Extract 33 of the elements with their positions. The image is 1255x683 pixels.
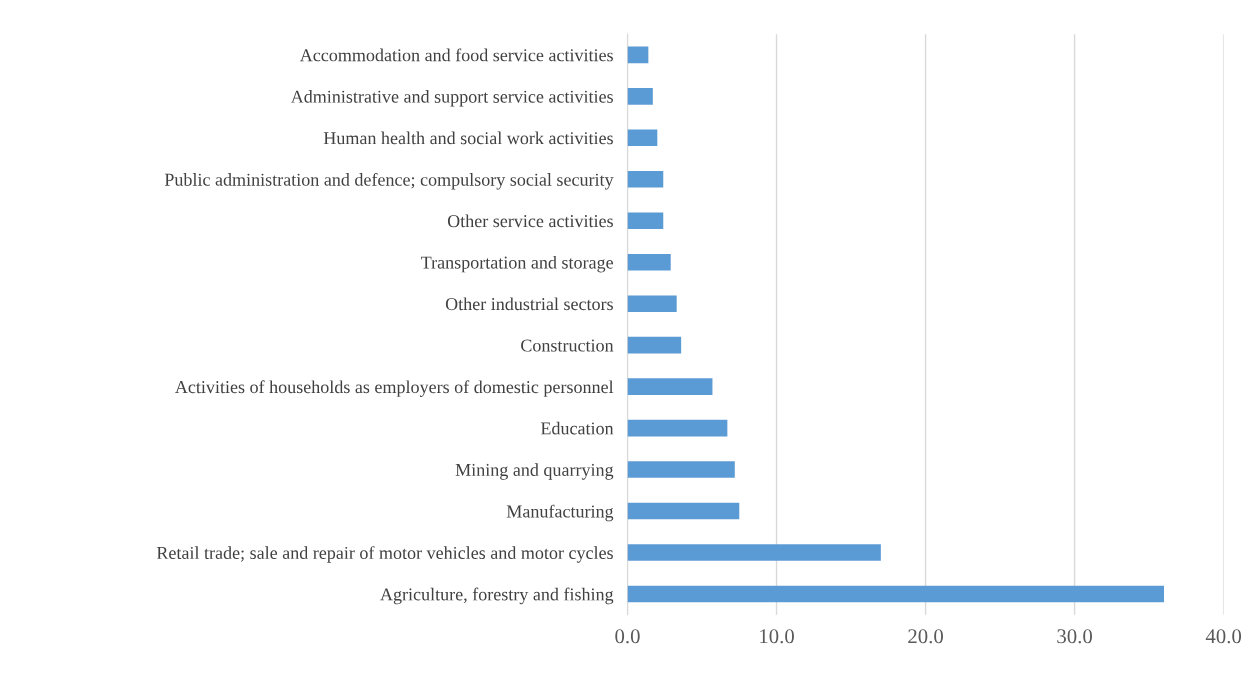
- bar: [627, 544, 881, 561]
- bar: [627, 129, 658, 147]
- bar: [627, 88, 653, 105]
- y-tick-label: Retail trade; sale and repair of motor vehicles and motor cycles: [156, 546, 613, 563]
- y-tick-label: Mining and quarrying: [455, 463, 614, 480]
- x-tick-label: 40.0: [1205, 629, 1242, 644]
- bar: [627, 336, 682, 354]
- y-tick-label: Administrative and support service activities: [290, 90, 613, 107]
- bar: [627, 585, 1165, 603]
- bar: [627, 253, 671, 271]
- y-tick-label: Manufacturing: [506, 504, 614, 522]
- bar: [627, 419, 728, 437]
- y-tick-label: Activities of households as employers of domestic personnel: [175, 380, 614, 397]
- y-tick-label: Accommodation and food service activities: [299, 48, 613, 62]
- bar: [627, 46, 649, 64]
- x-tick-label: 30.0: [1057, 629, 1093, 644]
- x-tick-label: 0.0: [615, 629, 640, 644]
- y-tick-label: Other industrial sectors: [445, 297, 613, 311]
- bar: [627, 378, 713, 395]
- bar: [627, 295, 677, 312]
- bar: [627, 170, 664, 188]
- y-tick-label: Other service activities: [447, 214, 613, 228]
- bar: [627, 502, 740, 520]
- y-tick-label: Education: [540, 421, 614, 435]
- bar: [627, 212, 664, 230]
- y-tick-label: Human health and social work activities: [323, 131, 613, 145]
- y-tick-label: Construction: [521, 339, 614, 352]
- x-tick-label: 20.0: [908, 629, 943, 644]
- y-tick-label: Public administration and defence; compulsory social security: [164, 172, 614, 190]
- y-tick-label: Agriculture, forestry and fishing: [380, 587, 614, 605]
- bar: [627, 461, 735, 478]
- x-tick-label: 10.0: [760, 629, 794, 644]
- y-tick-label: Transportation and storage: [421, 255, 613, 273]
